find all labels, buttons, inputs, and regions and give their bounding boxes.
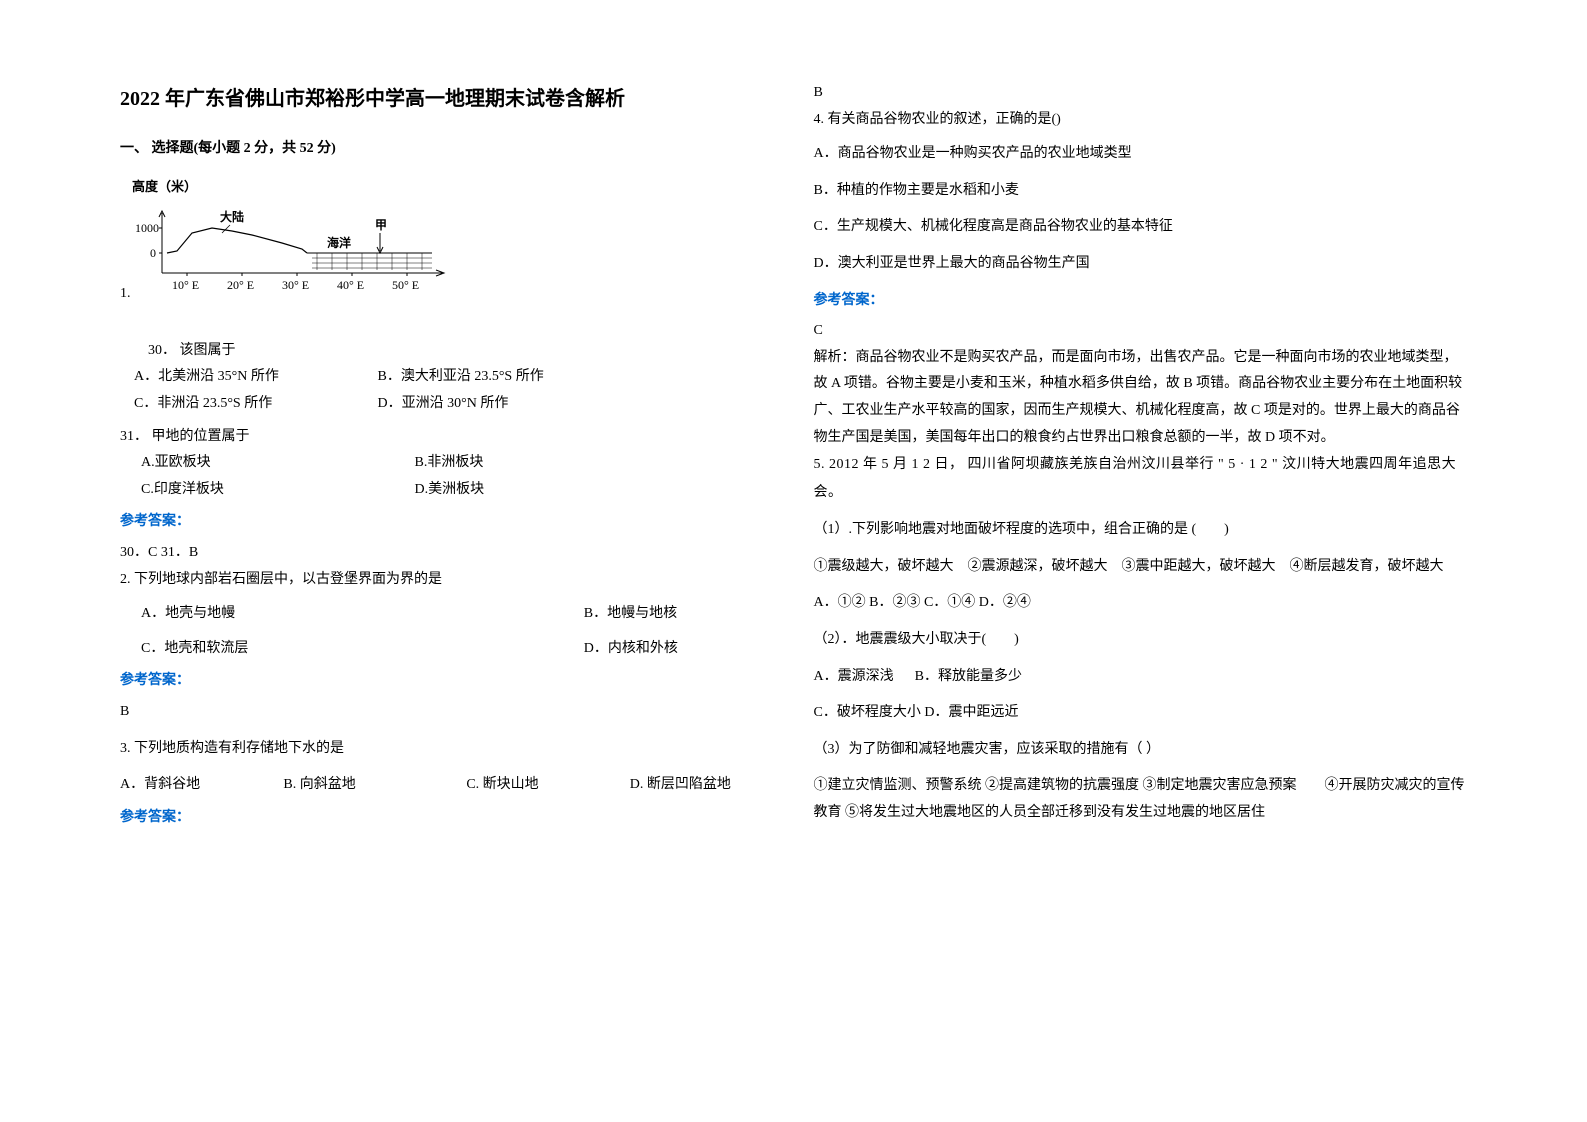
q31-opt-c: C.印度洋板块 xyxy=(141,477,371,504)
land-label: 大陆 xyxy=(220,209,244,224)
q31-opt-b: B.非洲板块 xyxy=(415,450,484,477)
q5-sub1-statements: ①震级越大，破坏越大 ②震源越深，破坏越大 ③震中距越大，破坏越大 ④断层越发育… xyxy=(814,554,1468,581)
q4-text: 4. 有关商品谷物农业的叙述，正确的是() xyxy=(814,107,1468,134)
q4-opt-d: D．澳大利亚是世界上最大的商品谷物生产国 xyxy=(814,251,1468,278)
q5-intro: 5. 2012 年 5 月 1 2 日， 四川省阿坝藏族羌族自治州汶川县举行 "… xyxy=(814,451,1468,507)
q2-opt-d: D．内核和外核 xyxy=(584,636,678,663)
question-31: 31． 甲地的位置属于 A.亚欧板块 B.非洲板块 C.印度洋板块 D.美洲板块 xyxy=(120,424,774,504)
q5-sub1-text: （1）.下列影响地震对地面破坏程度的选项中，组合正确的是 ( ) xyxy=(814,517,1468,544)
q4-opt-a: A．商品谷物农业是一种购买农产品的农业地域类型 xyxy=(814,141,1468,168)
q5-sub2-opt-b: B．释放能量多少 xyxy=(915,669,1022,684)
q4-opt-b: B．种植的作物主要是水稻和小麦 xyxy=(814,178,1468,205)
q30-opt-b: B．澳大利亚沿 23.5°S 所作 xyxy=(378,364,544,391)
q2-opt-b: B．地幔与地核 xyxy=(584,601,677,628)
page-title: 2022 年广东省佛山市郑裕彤中学高一地理期末试卷含解析 xyxy=(120,80,774,118)
q31-num: 31． xyxy=(120,429,148,444)
sea-label: 海洋 xyxy=(327,235,351,250)
answer-4: C xyxy=(814,318,1468,345)
xtick-20e: 20° E xyxy=(227,278,254,292)
answer-label-30-31: 参考答案： xyxy=(120,509,774,536)
chart-container: 高度（米） 1000 0 10° E 20° E 30° E xyxy=(132,175,774,294)
q30-opt-d: D．亚洲沿 30°N 所作 xyxy=(378,391,509,418)
q2-opt-c: C．地壳和软流层 xyxy=(141,636,584,663)
answer-label-2: 参考答案： xyxy=(120,668,774,695)
marker-jia: 甲 xyxy=(375,218,387,232)
q5-sub2-opt-c: C．破坏程度大小 xyxy=(814,705,921,720)
answer-3: B xyxy=(814,80,1468,107)
section-header: 一、 选择题(每小题 2 分，共 52 分) xyxy=(120,136,774,163)
q3-opt-a: A．背斜谷地 xyxy=(120,772,283,799)
q2-opt-a: A．地壳与地幔 xyxy=(141,601,584,628)
q3-opt-d: D. 断层凹陷盆地 xyxy=(630,772,731,799)
chart-y-axis-label: 高度（米） xyxy=(132,175,774,200)
question-30: 30． 该图属于 A．北美洲沿 35°N 所作 B．澳大利亚沿 23.5°S 所… xyxy=(120,338,774,418)
q5-sub1-options: A．①② B．②③ C．①④ D．②④ xyxy=(814,590,1468,617)
ytick-1000: 1000 xyxy=(135,221,159,235)
xtick-10e: 10° E xyxy=(172,278,199,292)
xtick-50e: 50° E xyxy=(392,278,419,292)
ytick-0: 0 xyxy=(150,246,156,260)
q3-text: 3. 下列地质构造有利存储地下水的是 xyxy=(120,736,774,763)
answer-label-3: 参考答案： xyxy=(120,805,774,832)
q31-opt-d: D.美洲板块 xyxy=(415,477,485,504)
question-3: 3. 下列地质构造有利存储地下水的是 A．背斜谷地 B. 向斜盆地 C. 断块山… xyxy=(120,736,774,799)
cross-section-chart: 1000 0 10° E 20° E 30° E 40° E 50° E xyxy=(132,203,452,293)
q5-sub2-opt-d: D．震中距远近 xyxy=(924,705,1018,720)
q2-text: 2. 下列地球内部岩石圈层中，以古登堡界面为界的是 xyxy=(120,567,774,594)
xtick-40e: 40° E xyxy=(337,278,364,292)
q30-text: 该图属于 xyxy=(180,343,236,358)
q31-text: 甲地的位置属于 xyxy=(152,429,250,444)
q30-opt-a: A．北美洲沿 35°N 所作 xyxy=(134,364,334,391)
q5-sub2-text: （2）．地震震级大小取决于( ) xyxy=(814,627,1468,654)
q3-opt-c: C. 断块山地 xyxy=(466,772,629,799)
q5-sub3-text: （3）为了防御和减轻地震灾害，应该采取的措施有（ ） xyxy=(814,737,1468,764)
q3-opt-b: B. 向斜盆地 xyxy=(283,772,466,799)
explanation-4: 解析：商品谷物农业不是购买农产品，而是面向市场，出售农产品。它是一种面向市场的农… xyxy=(814,345,1468,451)
q4-opt-c: C．生产规模大、机械化程度高是商品谷物农业的基本特征 xyxy=(814,214,1468,241)
question-2: 2. 下列地球内部岩石圈层中，以古登堡界面为界的是 A．地壳与地幔 B．地幔与地… xyxy=(120,567,774,663)
question-4: 4. 有关商品谷物农业的叙述，正确的是() A．商品谷物农业是一种购买农产品的农… xyxy=(814,107,1468,278)
xtick-30e: 30° E xyxy=(282,278,309,292)
q31-opt-a: A.亚欧板块 xyxy=(141,450,371,477)
answer-label-4: 参考答案： xyxy=(814,288,1468,315)
answer-2: B xyxy=(120,699,774,726)
q30-num: 30． xyxy=(148,343,176,358)
q30-opt-c: C．非洲沿 23.5°S 所作 xyxy=(134,391,334,418)
question-5: 5. 2012 年 5 月 1 2 日， 四川省阿坝藏族羌族自治州汶川县举行 "… xyxy=(814,451,1468,826)
q5-sub2-opt-a: A．震源深浅 xyxy=(814,669,894,684)
q5-sub3-statements: ①建立灾情监测、预警系统 ②提高建筑物的抗震强度 ③制定地震灾害应急预案 ④开展… xyxy=(814,773,1468,826)
answer-30-31: 30．C 31．B xyxy=(120,540,774,567)
